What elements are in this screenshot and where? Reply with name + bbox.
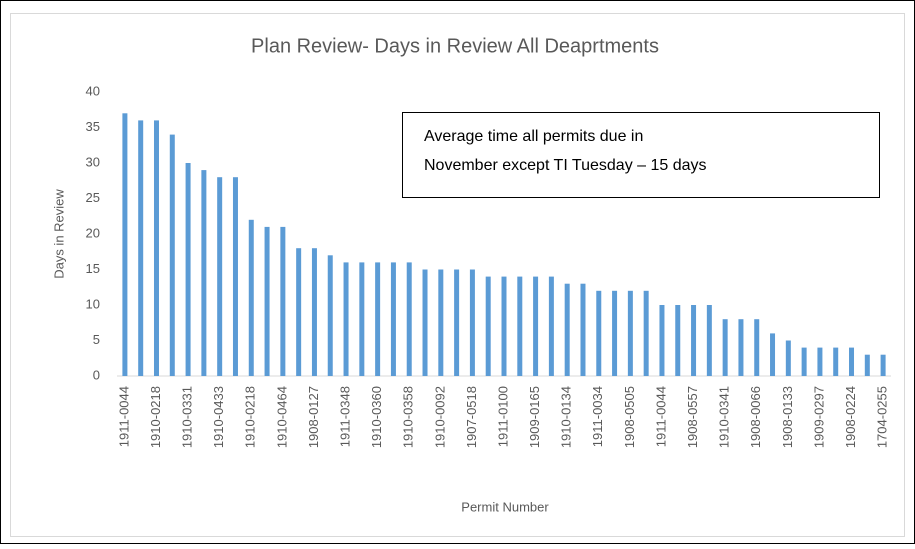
y-tick-label: 35	[86, 119, 100, 134]
bar	[185, 163, 191, 376]
bar	[833, 347, 839, 376]
x-tick-label: 1910-0134	[559, 386, 574, 448]
bar	[596, 290, 602, 376]
y-axis-label: Days in Review	[51, 189, 66, 279]
bar	[691, 305, 697, 376]
y-tick-label: 20	[86, 225, 100, 240]
bar	[359, 262, 365, 376]
y-tick-label: 0	[93, 367, 100, 382]
bar	[880, 354, 886, 376]
bar	[564, 283, 570, 376]
bar	[612, 290, 618, 376]
bar	[627, 290, 633, 376]
x-tick-label: 1911-0348	[337, 386, 352, 447]
bar	[153, 120, 159, 377]
x-tick-label: 1910-0433	[211, 386, 226, 448]
bar	[548, 276, 554, 376]
bar	[280, 226, 286, 376]
bar	[232, 177, 238, 376]
y-tick-label: 5	[93, 332, 100, 347]
bar	[501, 276, 507, 376]
y-tick-label: 15	[86, 261, 100, 276]
x-tick-label: 1911-0044	[116, 386, 131, 447]
bar	[722, 319, 728, 376]
annotation-text: Average time all permits due in	[424, 128, 643, 145]
bar	[533, 276, 539, 376]
x-tick-label: 1910-0218	[148, 386, 163, 448]
x-tick-label: 1911-0100	[495, 386, 510, 447]
x-tick-label: 1910-0218	[243, 386, 258, 448]
annotation-box	[402, 112, 880, 198]
bar	[817, 347, 823, 376]
bar	[248, 219, 254, 376]
x-tick-label: 1909-0297	[811, 386, 826, 448]
bar	[770, 333, 776, 376]
bar	[849, 347, 855, 376]
x-tick-label: 1908-0066	[748, 386, 763, 448]
bar	[296, 248, 302, 376]
x-tick-label: 1910-0331	[180, 386, 195, 448]
x-tick-label: 1910-0464	[274, 386, 289, 448]
bar	[738, 319, 744, 376]
bar	[138, 120, 144, 377]
bar	[390, 262, 396, 376]
x-tick-label: 1911-0034	[590, 386, 605, 447]
bar	[311, 248, 317, 376]
x-tick-label: 1704-0255	[875, 386, 890, 448]
bar	[517, 276, 523, 376]
bar	[122, 113, 128, 377]
bar	[801, 347, 807, 376]
bar	[217, 177, 223, 376]
x-tick-label: 1910-0341	[717, 386, 732, 448]
bar	[485, 276, 491, 376]
bar	[264, 226, 270, 376]
bar	[785, 340, 791, 376]
x-tick-label: 1908-0133	[780, 386, 795, 448]
bar	[659, 305, 665, 376]
bar	[343, 262, 349, 376]
bar	[706, 305, 712, 376]
bar	[754, 319, 760, 376]
bar	[469, 269, 475, 376]
bar	[580, 283, 586, 376]
bar	[643, 290, 649, 376]
x-tick-label: 1908-0224	[843, 386, 858, 448]
bar	[675, 305, 681, 376]
bar	[864, 354, 870, 376]
bar	[327, 255, 333, 376]
x-tick-label: 1908-0557	[685, 386, 700, 448]
x-tick-label: 1908-0127	[306, 386, 321, 448]
x-tick-label: 1910-0092	[432, 386, 447, 448]
x-tick-label: 1909-0165	[527, 386, 542, 448]
x-tick-label: 1907-0518	[464, 386, 479, 448]
bar	[406, 262, 412, 376]
bar	[438, 269, 444, 376]
y-tick-label: 25	[86, 190, 100, 205]
bar	[375, 262, 381, 376]
y-tick-label: 40	[86, 83, 100, 98]
x-axis-label: Permit Number	[461, 499, 549, 514]
x-tick-label: 1911-0044	[653, 386, 668, 447]
bar	[454, 269, 460, 376]
annotation-text: November except TI Tuesday – 15 days	[424, 157, 707, 174]
chart-title: Plan Review- Days in Review All Deaprtme…	[251, 35, 659, 57]
y-tick-label: 30	[86, 154, 100, 169]
bar	[169, 134, 175, 376]
y-tick-label: 10	[86, 296, 100, 311]
x-tick-label: 1910-0358	[401, 386, 416, 448]
x-tick-label: 1910-0360	[369, 386, 384, 448]
bar	[422, 269, 428, 376]
x-tick-label: 1908-0505	[622, 386, 637, 448]
bar	[201, 170, 207, 376]
